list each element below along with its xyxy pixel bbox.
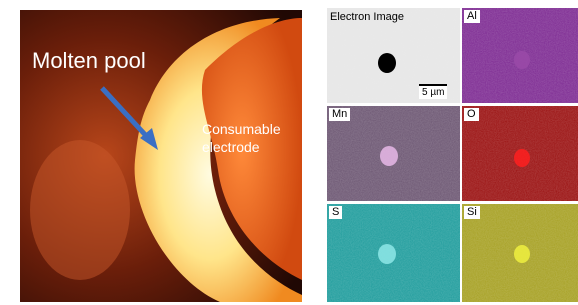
- map-label: Mn: [329, 108, 350, 121]
- map-label: Al: [464, 10, 480, 23]
- map-label: Electron Image: [330, 11, 404, 23]
- map-label: Si: [464, 206, 480, 219]
- element-map: Mn: [327, 106, 460, 201]
- map-image: [462, 106, 578, 201]
- element-map: Si: [462, 204, 578, 302]
- element-map: O: [462, 106, 578, 201]
- molten-pool-label: Molten pool: [32, 48, 146, 74]
- element-map: Electron Image 5 µm: [327, 8, 460, 103]
- map-label: O: [464, 108, 479, 121]
- electrode-label: Consumable electrode: [202, 120, 282, 156]
- figure: Molten pool Consumable electrode Electro…: [0, 0, 578, 305]
- scale-bar: 5 µm: [419, 84, 447, 99]
- map-image: [327, 204, 460, 302]
- map-label: S: [329, 206, 342, 219]
- element-map: Al: [462, 8, 578, 103]
- element-map: S: [327, 204, 460, 302]
